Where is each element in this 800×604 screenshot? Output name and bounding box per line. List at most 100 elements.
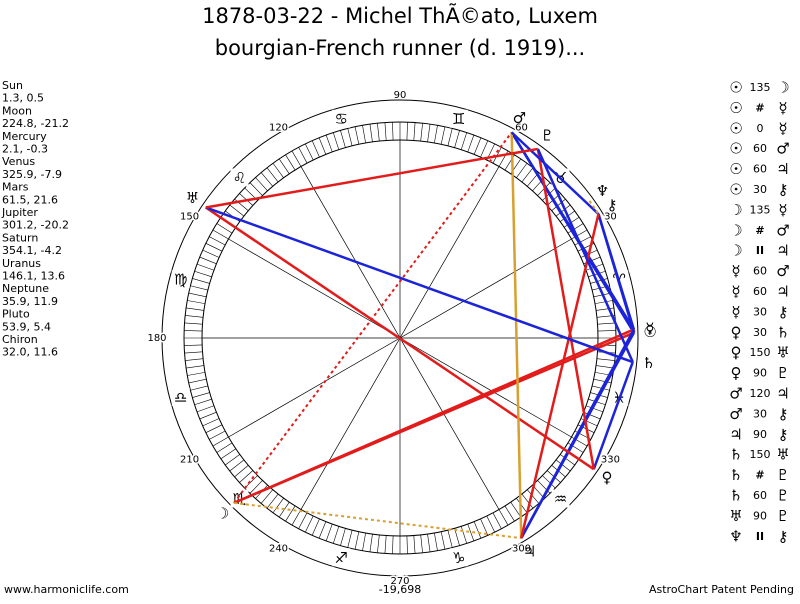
aspect-from: ♂ (729, 405, 742, 423)
band-tick (421, 535, 423, 553)
planet-coords: 61.5, 21.6 (2, 193, 58, 206)
aspect-to: ⚷ (778, 527, 789, 545)
band-tick (522, 168, 533, 182)
band-tick (414, 123, 415, 141)
band-tick (441, 532, 445, 550)
aspect-line (538, 149, 633, 362)
band-tick (441, 127, 445, 145)
planet-lat: -21.2 (41, 117, 69, 130)
band-tick (250, 183, 263, 196)
aspect-from: ☉ (729, 181, 742, 199)
aspect-to: ♃ (776, 160, 789, 178)
aspect-from: ☽ (729, 201, 742, 219)
band-tick (197, 264, 214, 270)
band-tick (230, 460, 244, 471)
band-tick (213, 230, 229, 239)
planet-lat: -4.2 (41, 244, 62, 257)
planet-glyph: ♃ (523, 542, 536, 560)
band-tick (414, 536, 415, 554)
planet-glyph: ⚷ (607, 196, 618, 214)
planet-name: Sun (2, 79, 23, 92)
planet-lat: 5.4 (34, 320, 52, 333)
band-tick (203, 250, 219, 257)
aspect-to: ♇ (776, 487, 789, 505)
aspect-type: 150 (750, 448, 771, 461)
band-tick (267, 168, 278, 182)
aspect-from: ♆ (729, 527, 742, 545)
planet-name: Venus (2, 155, 35, 168)
aspect-type: 135 (750, 203, 771, 216)
band-tick (319, 138, 326, 155)
aspect-type: 60 (753, 285, 767, 298)
band-tick (348, 530, 352, 547)
band-tick (235, 465, 249, 477)
aspect-from: ♄ (729, 466, 742, 484)
band-tick (185, 315, 203, 317)
aspect-line (512, 132, 634, 329)
planet-name: Chiron (2, 333, 38, 346)
aspect-type: II (756, 244, 764, 257)
band-tick (279, 159, 289, 174)
aspect-to: ♅ (776, 446, 789, 464)
band-tick (461, 526, 467, 543)
band-tick (596, 366, 614, 369)
aspect-line (234, 503, 521, 538)
band-tick (200, 412, 217, 419)
planet-name: Jupiter (1, 206, 38, 219)
zodiac-glyph: ♊ (452, 110, 465, 128)
planet-lon: 2.1 (2, 143, 20, 156)
aspect-from: ♂ (729, 385, 742, 403)
aspect-from: ☿ (731, 262, 740, 280)
band-tick (192, 278, 209, 283)
aspect-to: ♃ (776, 385, 789, 403)
band-tick (190, 386, 207, 390)
aspect-from: ♅ (729, 507, 742, 525)
band-tick (326, 524, 332, 541)
planet-glyph: ♀ (602, 469, 613, 487)
aspect-line (521, 329, 634, 538)
band-tick (195, 399, 212, 405)
band-tick (225, 454, 240, 465)
planet-coords: 53.9, 5.4 (2, 320, 51, 333)
band-tick (184, 330, 202, 331)
zodiac-glyph: ♑ (452, 549, 465, 567)
aspect-to: ♂ (776, 221, 789, 239)
planet-name: Neptune (2, 282, 49, 295)
planet-lat: -20.2 (41, 219, 69, 232)
band-tick (362, 125, 365, 143)
band-tick (461, 133, 467, 150)
aspect-to: ⚷ (778, 405, 789, 423)
band-tick (213, 437, 229, 446)
band-tick (481, 141, 488, 157)
band-tick (299, 513, 307, 529)
degree-label: 180 (147, 333, 166, 344)
band-tick (209, 237, 225, 245)
band-tick (377, 123, 379, 141)
planet-lat: 0.5 (27, 92, 45, 105)
planet-lat: -0.3 (27, 143, 48, 156)
zodiac-glyph: ♐ (335, 549, 348, 567)
aspect-to: ♇ (776, 507, 789, 525)
band-tick (187, 372, 205, 375)
aspect-from: ♀ (731, 344, 742, 362)
aspect-line (206, 207, 633, 362)
band-tick (305, 144, 313, 160)
band-tick (421, 123, 423, 141)
planet-lon: 1.3 (2, 92, 20, 105)
zodiac-glyph: ♎ (174, 388, 187, 406)
planet-lon: 146.1 (2, 270, 34, 283)
band-tick (340, 130, 345, 147)
planet-glyph: ♂ (513, 109, 526, 127)
planet-coords: 146.1, 13.6 (2, 270, 65, 283)
band-tick (267, 494, 278, 508)
band-tick (428, 124, 431, 142)
band-tick (362, 533, 365, 551)
band-tick (286, 155, 296, 170)
aspect-to: ☽ (776, 79, 789, 97)
footer-right: AstroChart Patent Pending (649, 583, 794, 596)
band-tick (203, 419, 219, 426)
band-tick (190, 286, 207, 290)
planet-name: Moon (2, 104, 32, 117)
planet-lat: 21.6 (34, 193, 59, 206)
band-tick (487, 516, 495, 532)
